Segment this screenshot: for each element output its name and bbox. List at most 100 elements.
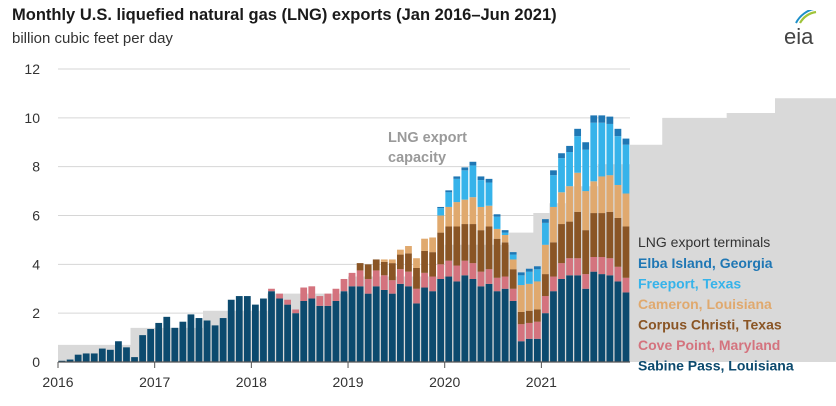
bar-cove-point-maryland-29 [292, 309, 300, 314]
x-tick-label-2016: 2016 [42, 374, 73, 390]
bar-sabine-pass-louisiana-47 [437, 278, 445, 362]
bar-sabine-pass-louisiana-24 [252, 304, 259, 362]
bar-elba-island-georgia-66 [590, 115, 598, 123]
bar-sabine-pass-louisiana-65 [582, 288, 590, 362]
bar-sabine-pass-louisiana-8 [123, 347, 130, 362]
bar-sabine-pass-louisiana-7 [115, 341, 122, 362]
bar-sabine-pass-louisiana-39 [372, 286, 380, 362]
bar-sabine-pass-louisiana-32 [316, 305, 324, 362]
bar-cameron-louisiana-66 [590, 181, 598, 214]
bar-cove-point-maryland-37 [356, 270, 364, 287]
bar-cameron-louisiana-62 [558, 192, 565, 225]
bar-sabine-pass-louisiana-28 [284, 304, 291, 362]
bar-sabine-pass-louisiana-58 [525, 338, 533, 362]
y-tick-label-8: 8 [32, 159, 40, 175]
bar-corpus-christi-texas-43 [405, 253, 412, 272]
bar-elba-island-georgia-56 [509, 252, 517, 255]
bar-freeport-texas-60 [542, 222, 549, 245]
bar-sabine-pass-louisiana-11 [147, 329, 155, 362]
bar-elba-island-georgia-54 [493, 214, 501, 217]
bar-cove-point-maryland-52 [477, 271, 485, 287]
bar-freeport-texas-53 [485, 182, 493, 206]
legend-entry-cove-point-maryland: Cove Point, Maryland [638, 337, 780, 353]
bar-sabine-pass-louisiana-21 [227, 299, 235, 362]
legend-entry-freeport-texas: Freeport, Texas [638, 276, 741, 292]
bar-sabine-pass-louisiana-34 [332, 300, 340, 362]
bar-sabine-pass-louisiana-19 [211, 325, 219, 363]
y-tick-label-12: 12 [24, 61, 40, 77]
bar-corpus-christi-texas-63 [566, 221, 573, 259]
bar-cameron-louisiana-52 [477, 206, 485, 231]
bar-cameron-louisiana-44 [413, 258, 420, 268]
bar-elba-island-georgia-68 [606, 116, 614, 124]
bar-cameron-louisiana-41 [388, 259, 396, 264]
bar-corpus-christi-texas-52 [477, 230, 485, 272]
bar-cove-point-maryland-46 [429, 276, 437, 292]
bar-cove-point-maryland-56 [509, 288, 517, 301]
bar-elba-island-georgia-64 [574, 128, 582, 137]
bar-freeport-texas-52 [477, 180, 485, 207]
bar-corpus-christi-texas-53 [485, 226, 493, 270]
bar-sabine-pass-louisiana-12 [155, 322, 163, 362]
bar-corpus-christi-texas-70 [622, 226, 630, 278]
bar-elba-island-georgia-49 [453, 176, 461, 179]
bar-corpus-christi-texas-68 [606, 211, 614, 259]
bar-sabine-pass-louisiana-55 [501, 288, 509, 362]
bar-freeport-texas-64 [574, 136, 582, 173]
bar-sabine-pass-louisiana-15 [179, 321, 187, 362]
capacity-layer [58, 98, 836, 362]
bar-cameron-louisiana-60 [542, 244, 549, 275]
bar-corpus-christi-texas-47 [437, 232, 445, 265]
bar-sabine-pass-louisiana-66 [590, 271, 598, 362]
bar-elba-island-georgia-51 [469, 161, 477, 166]
bar-cameron-louisiana-48 [445, 206, 453, 227]
bar-sabine-pass-louisiana-25 [260, 298, 267, 362]
bar-sabine-pass-louisiana-17 [195, 318, 203, 362]
bar-cove-point-maryland-55 [501, 276, 509, 289]
bar-cove-point-maryland-66 [590, 257, 598, 272]
bar-freeport-texas-49 [453, 178, 461, 203]
bar-cameron-louisiana-53 [485, 205, 493, 227]
bar-sabine-pass-louisiana-44 [413, 303, 420, 362]
bar-sabine-pass-louisiana-13 [163, 316, 171, 362]
bar-sabine-pass-louisiana-56 [509, 300, 517, 362]
x-tick-label-2017: 2017 [139, 374, 170, 390]
bar-corpus-christi-texas-67 [598, 213, 606, 258]
bar-sabine-pass-louisiana-1 [66, 359, 74, 362]
bar-sabine-pass-louisiana-59 [533, 338, 541, 362]
bar-cove-point-maryland-58 [525, 322, 533, 339]
legend-entry-elba-island-georgia: Elba Island, Georgia [638, 255, 773, 271]
bar-sabine-pass-louisiana-3 [82, 353, 90, 362]
bar-cove-point-maryland-34 [332, 288, 340, 301]
bar-cameron-louisiana-45 [421, 238, 428, 251]
bar-cameron-louisiana-70 [622, 193, 630, 227]
bar-sabine-pass-louisiana-49 [453, 281, 461, 362]
bar-cameron-louisiana-43 [405, 246, 412, 254]
legend-entry-corpus-christi-texas: Corpus Christi, Texas [638, 317, 782, 333]
bar-sabine-pass-louisiana-43 [405, 286, 412, 362]
bar-cove-point-maryland-65 [582, 274, 590, 289]
bar-cove-point-maryland-35 [340, 278, 348, 292]
bar-sabine-pass-louisiana-9 [131, 357, 138, 362]
bar-sabine-pass-louisiana-31 [308, 298, 316, 362]
bar-cove-point-maryland-26 [268, 288, 275, 292]
bar-cameron-louisiana-57 [517, 285, 525, 312]
bar-corpus-christi-texas-40 [380, 261, 388, 276]
bar-elba-island-georgia-52 [477, 176, 485, 181]
bar-cove-point-maryland-53 [485, 269, 493, 284]
legend-entry-cameron-louisiana: Cameron, Louisiana [638, 296, 772, 312]
bar-sabine-pass-louisiana-10 [139, 335, 146, 362]
bar-sabine-pass-louisiana-53 [485, 283, 493, 362]
bar-sabine-pass-louisiana-16 [187, 314, 195, 362]
bar-elba-island-georgia-61 [550, 170, 557, 176]
bar-elba-island-georgia-57 [517, 272, 525, 276]
bar-corpus-christi-texas-51 [469, 224, 477, 264]
bar-corpus-christi-texas-48 [445, 226, 453, 261]
bar-corpus-christi-texas-59 [533, 309, 541, 322]
y-tick-label-2: 2 [32, 305, 40, 321]
legend-entry-sabine-pass-louisiana: Sabine Pass, Louisiana [638, 358, 794, 374]
bar-cove-point-maryland-69 [614, 266, 622, 282]
bar-sabine-pass-louisiana-42 [397, 283, 404, 362]
bar-sabine-pass-louisiana-33 [324, 305, 332, 362]
